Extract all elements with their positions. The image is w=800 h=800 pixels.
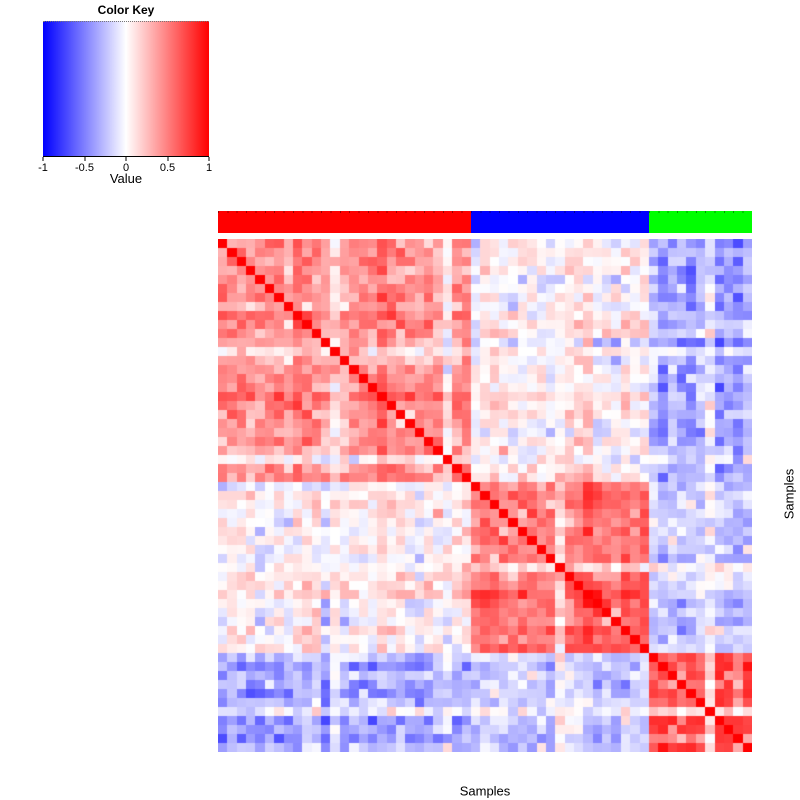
color-key-tick-label: -1 bbox=[38, 162, 48, 174]
color-key-tick bbox=[42, 157, 44, 161]
y-axis-label: Samples bbox=[781, 468, 797, 520]
color-key-tick bbox=[84, 157, 85, 161]
color-key-tick bbox=[208, 157, 210, 161]
color-key-tick bbox=[125, 157, 127, 161]
correlation-heatmap bbox=[218, 239, 752, 752]
color-key-tick-label: 0.5 bbox=[159, 162, 176, 174]
color-key-tick bbox=[167, 157, 168, 161]
color-key-gradient bbox=[43, 21, 209, 157]
color-key-title: Color Key bbox=[97, 3, 155, 17]
color-key-tick-label: 0 bbox=[122, 162, 130, 174]
group-color-bar bbox=[218, 211, 752, 233]
side-color-group-3 bbox=[648, 211, 752, 233]
x-axis-label: Samples bbox=[459, 783, 511, 799]
side-color-group-1 bbox=[218, 211, 471, 233]
color-key-axis-label: Value bbox=[109, 171, 143, 186]
side-color-group-2 bbox=[470, 211, 649, 233]
color-key-tick-label: -0.5 bbox=[75, 162, 94, 174]
color-key-axis: -1 -0.5 0 0.5 1 bbox=[38, 156, 213, 177]
group-color-bar-ticks bbox=[218, 211, 752, 213]
color-key-tick-label: 1 bbox=[205, 162, 213, 174]
